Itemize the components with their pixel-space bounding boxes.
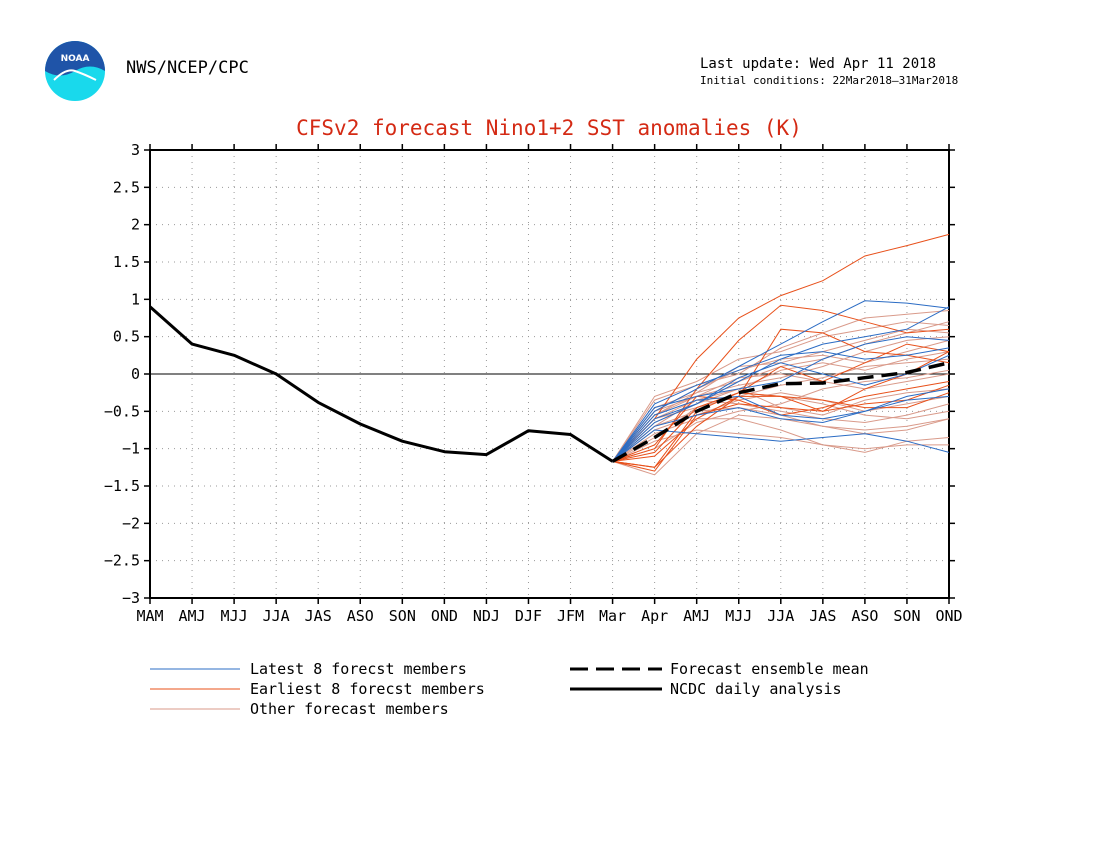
member-line-latest [612, 306, 950, 462]
ncdc-analysis [149, 305, 614, 463]
x-tick-label: AMJ [179, 607, 206, 625]
y-tick-label: −1 [122, 440, 140, 458]
y-tick-label: −3 [122, 589, 140, 607]
legend-label-ncdc: NCDC daily analysis [670, 680, 842, 698]
ensemble-mean-line [611, 361, 950, 463]
y-tick-label: 2 [131, 216, 140, 234]
x-tick-label: SON [893, 607, 920, 625]
member-line-earliest [612, 233, 950, 462]
legend-label-mean: Forecast ensemble mean [670, 660, 869, 678]
org-name: NWS/NCEP/CPC [126, 58, 249, 78]
x-tick-label: Mar [599, 607, 626, 625]
member-line-earliest [612, 351, 950, 468]
x-tick-label: OND [431, 607, 458, 625]
member-line-latest [612, 388, 950, 462]
member-line-other [612, 321, 950, 462]
noaa-logo: NOAA [44, 40, 106, 102]
logo-text: NOAA [61, 54, 90, 64]
x-tick-label: DJF [515, 607, 542, 625]
earliest-members [612, 233, 950, 472]
x-tick-label: SON [389, 607, 416, 625]
member-line-other [612, 392, 950, 462]
x-tick-label: JJA [767, 607, 794, 625]
legend-label-earliest: Earliest 8 forecst members [250, 680, 485, 698]
y-tick-label: −2.5 [104, 552, 140, 570]
member-line-latest [612, 395, 950, 462]
x-tick-label: JFM [557, 607, 584, 625]
axes: −3 −2.5 −2 −1.5 −1 −0.5 0 0.5 1 1.5 2 2.5 3 MAM AMJ MJJ… [104, 141, 963, 625]
member-line-earliest [612, 392, 950, 462]
y-tick-label: 1 [131, 290, 140, 308]
y-tick-label: −0.5 [104, 402, 140, 420]
y-tick-label: −2 [122, 514, 140, 532]
x-tick-label: ASO [347, 607, 374, 625]
initial-conditions: Initial conditions: 22Mar2018–31Mar2018 [700, 74, 959, 87]
member-line-earliest [612, 328, 950, 468]
member-line-other [612, 336, 950, 462]
x-tick-label: OND [935, 607, 962, 625]
legend-label-latest: Latest 8 forecst members [250, 660, 467, 678]
x-tick-label: ASO [851, 607, 878, 625]
y-tick-label: 2.5 [113, 178, 140, 196]
member-line-latest [612, 347, 950, 462]
y-tick-label: 0.5 [113, 328, 140, 346]
chart-title: CFSv2 forecast Nino1+2 SST anomalies (K) [296, 116, 802, 140]
member-line-latest [612, 354, 950, 462]
ncdc-analysis-line [149, 305, 614, 463]
member-line-other [612, 358, 950, 462]
y-tick-label: −1.5 [104, 477, 140, 495]
x-tick-label: NDJ [473, 607, 500, 625]
x-tick-label: MAM [136, 607, 163, 625]
y-tick-label: 3 [131, 141, 140, 159]
x-tick-label: Apr [641, 607, 668, 625]
member-line-other [612, 399, 950, 462]
latest-members [612, 300, 950, 462]
y-tick-label: 0 [131, 365, 140, 383]
member-line-latest [612, 429, 950, 462]
x-tick-label: MJJ [221, 607, 248, 625]
x-tick-label: JJA [263, 607, 290, 625]
x-tick-label: JAS [305, 607, 332, 625]
legend-label-other: Other forecast members [250, 700, 449, 718]
ensemble-mean [611, 361, 950, 463]
last-update: Last update: Wed Apr 11 2018 [700, 56, 937, 72]
member-line-other [612, 310, 950, 462]
x-tick-label: JAS [809, 607, 836, 625]
x-tick-label: MJJ [725, 607, 752, 625]
member-line-other [612, 373, 950, 462]
x-tick-label: AMJ [683, 607, 710, 625]
member-line-latest [612, 336, 950, 462]
member-line-earliest [612, 343, 950, 462]
y-tick-label: 1.5 [113, 253, 140, 271]
member-line-earliest [612, 384, 950, 472]
legend-swatches [150, 667, 662, 710]
